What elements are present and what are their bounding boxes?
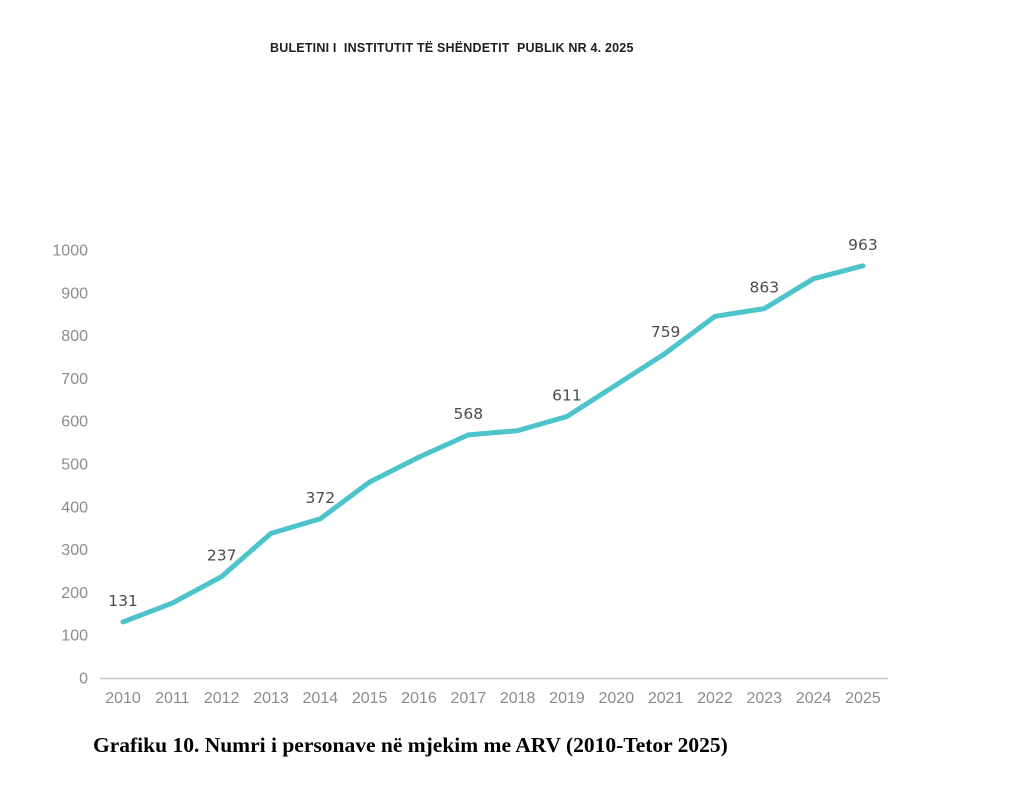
x-axis-tick-label: 2014 [303, 690, 339, 707]
y-axis-tick-label: 800 [61, 328, 88, 345]
x-axis-tick-label: 2021 [648, 690, 684, 707]
document-header: BULETINI I INSTITUTIT TË SHËNDETIT PUBLI… [270, 41, 634, 55]
data-point-label: 568 [454, 405, 484, 423]
y-axis-tick-label: 900 [61, 285, 88, 302]
x-axis-tick-label: 2024 [796, 690, 832, 707]
data-point-label: 237 [207, 547, 237, 565]
data-point-label: 372 [306, 489, 336, 507]
y-axis-tick-label: 600 [61, 414, 88, 431]
x-axis-tick-label: 2013 [253, 690, 289, 707]
x-axis-tick-label: 2022 [697, 690, 733, 707]
x-axis-tick-label: 2012 [204, 690, 240, 707]
data-point-label: 863 [749, 279, 779, 297]
data-point-label: 131 [108, 592, 138, 610]
data-point-label: 963 [848, 236, 878, 254]
x-axis-tick-label: 2025 [845, 690, 881, 707]
x-axis-tick-label: 2020 [599, 690, 635, 707]
y-axis-tick-label: 400 [61, 499, 88, 516]
y-axis-tick-label: 200 [61, 585, 88, 602]
x-axis-tick-label: 2015 [352, 690, 388, 707]
y-axis-tick-label: 500 [61, 457, 88, 474]
y-axis-tick-label: 0 [79, 671, 88, 688]
x-axis-tick-label: 2023 [746, 690, 782, 707]
y-axis-tick-label: 300 [61, 542, 88, 559]
data-point-label: 759 [651, 323, 681, 341]
x-axis-tick-label: 2019 [549, 690, 585, 707]
chart-caption: Grafiku 10. Numri i personave në mjekim … [93, 733, 728, 757]
arv-trend-line [120, 263, 866, 625]
x-axis-tick-label: 2010 [105, 690, 141, 707]
x-axis-tick-label: 2017 [451, 690, 487, 707]
y-axis-tick-label: 100 [61, 628, 88, 645]
x-axis-tick-label: 2018 [500, 690, 536, 707]
y-axis-tick-label: 1000 [52, 243, 88, 260]
y-axis-tick-label: 700 [61, 371, 88, 388]
x-axis-tick-label: 2011 [155, 690, 190, 707]
data-point-label: 611 [552, 386, 582, 404]
x-axis-tick-label: 2016 [401, 690, 437, 707]
